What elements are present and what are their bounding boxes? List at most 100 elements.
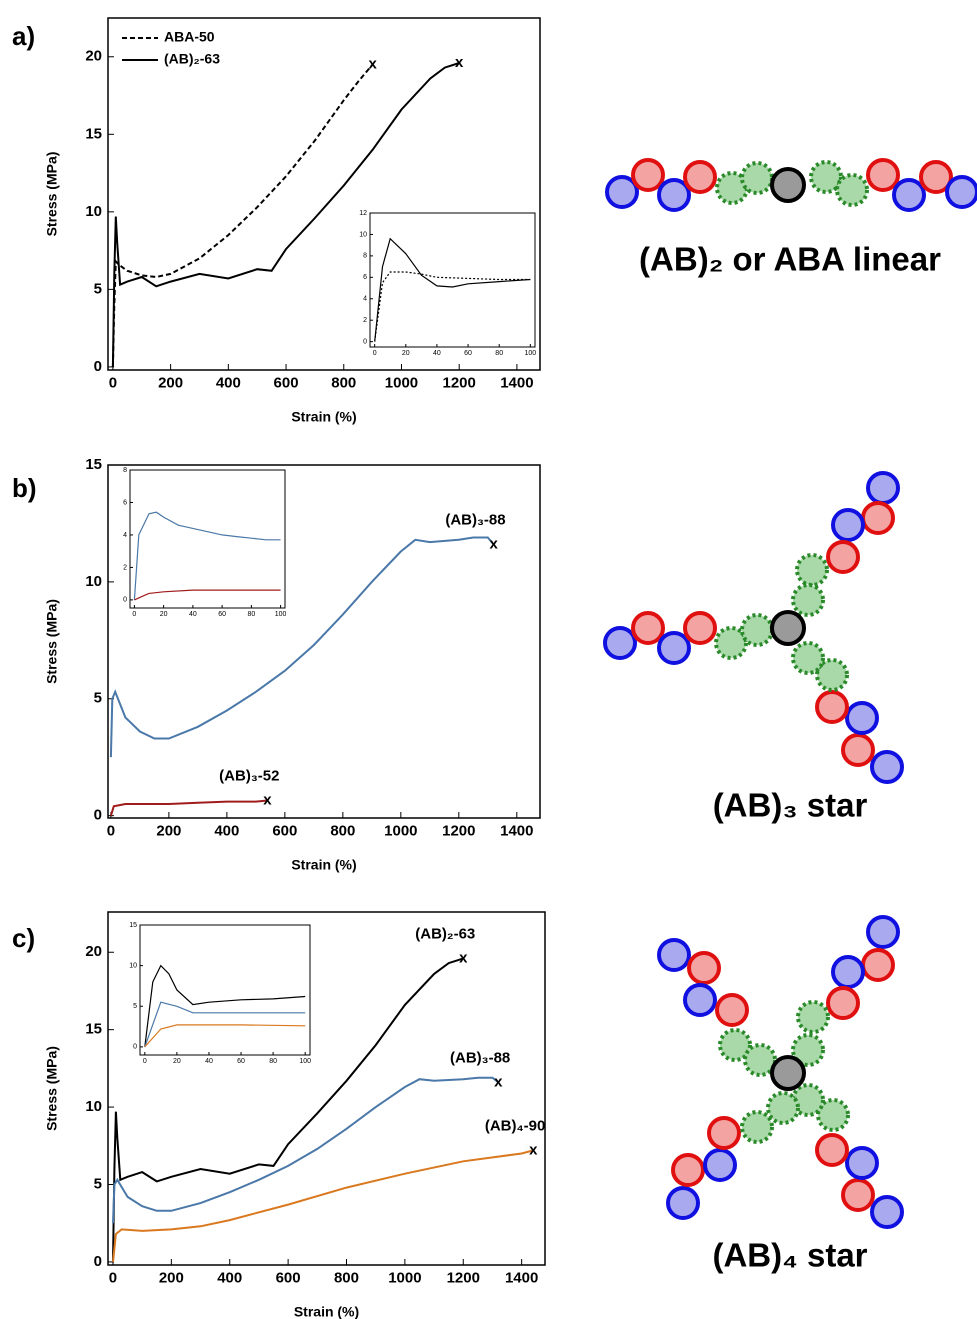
y-tick-label: 0 xyxy=(133,1044,137,1051)
block-bead xyxy=(740,1110,774,1144)
y-tick-label: 20 xyxy=(85,943,102,960)
block-bead xyxy=(815,690,849,724)
y-tick-label: 15 xyxy=(85,1021,102,1038)
block-bead xyxy=(666,1186,700,1220)
panel-label: b) xyxy=(12,473,37,503)
y-tick-label: 20 xyxy=(85,48,102,65)
y-tick-label: 5 xyxy=(94,690,102,707)
x-tick-label: 1400 xyxy=(500,374,533,391)
x-axis-label: Strain (%) xyxy=(291,857,356,873)
x-tick-label: 60 xyxy=(464,350,472,357)
block-bead xyxy=(816,1098,850,1132)
x-tick-label: 1400 xyxy=(505,1269,538,1286)
x-tick-label: 60 xyxy=(218,611,226,618)
block-bead xyxy=(866,915,900,949)
y-tick-label: 12 xyxy=(359,210,367,217)
legend-label: (AB)₂-63 xyxy=(164,51,220,67)
panel-label: a) xyxy=(12,21,35,51)
block-bead xyxy=(770,610,806,646)
block-bead xyxy=(631,611,665,645)
block-bead xyxy=(770,167,806,203)
y-tick-label: 10 xyxy=(85,573,102,590)
y-tick-label: 6 xyxy=(363,274,367,281)
series-line xyxy=(112,957,464,1262)
series-annotation: (AB)₂-63 xyxy=(415,925,475,942)
x-tick-label: 200 xyxy=(156,822,181,839)
y-tick-label: 0 xyxy=(94,1253,102,1270)
block-bead xyxy=(826,986,860,1020)
block-bead xyxy=(831,955,865,989)
x-tick-label: 20 xyxy=(160,611,168,618)
series-line xyxy=(109,799,268,816)
series-line xyxy=(134,589,281,601)
panel-label: c) xyxy=(12,923,35,953)
x-tick-label: 600 xyxy=(272,822,297,839)
y-tick-label: 10 xyxy=(85,203,102,220)
y-tick-label: 4 xyxy=(363,296,367,303)
block-bead xyxy=(740,613,774,647)
x-tick-label: 1200 xyxy=(443,374,476,391)
x-tick-label: 40 xyxy=(189,611,197,618)
x-tick-label: 0 xyxy=(109,1269,117,1286)
block-bead xyxy=(714,626,748,660)
x-tick-label: 40 xyxy=(205,1058,213,1065)
x-tick-label: 400 xyxy=(216,374,241,391)
y-axis-label: Stress (MPa) xyxy=(44,152,60,237)
x-tick-label: 100 xyxy=(524,350,536,357)
x-tick-label: 800 xyxy=(331,374,356,391)
y-tick-label: 10 xyxy=(359,231,367,238)
end-marker: x xyxy=(455,54,464,71)
block-bead xyxy=(791,583,825,617)
block-bead xyxy=(870,750,904,784)
series-line xyxy=(133,511,281,600)
series-line xyxy=(112,1076,499,1224)
block-bead xyxy=(945,175,977,209)
block-bead xyxy=(870,1195,904,1229)
plot-frame xyxy=(369,212,536,348)
block-bead xyxy=(703,1148,737,1182)
x-tick-label: 0 xyxy=(107,822,115,839)
block-bead xyxy=(791,641,825,675)
block-bead xyxy=(740,161,774,195)
y-tick-label: 0 xyxy=(94,358,102,375)
x-tick-label: 80 xyxy=(495,350,503,357)
block-bead xyxy=(835,173,869,207)
end-marker: x xyxy=(489,535,498,552)
block-bead xyxy=(809,160,843,194)
x-tick-label: 800 xyxy=(334,1269,359,1286)
series-annotation: (AB)₃-52 xyxy=(219,767,279,784)
block-bead xyxy=(683,611,717,645)
y-tick-label: 5 xyxy=(94,280,102,297)
block-bead xyxy=(657,938,691,972)
y-tick-label: 15 xyxy=(129,922,137,929)
x-tick-label: 200 xyxy=(159,1269,184,1286)
series-annotation: (AB)₄-90 xyxy=(485,1117,545,1134)
block-bead xyxy=(866,471,900,505)
y-tick-label: 15 xyxy=(85,456,102,473)
y-tick-label: 10 xyxy=(85,1098,102,1115)
x-tick-label: 1200 xyxy=(447,1269,480,1286)
y-tick-label: 5 xyxy=(94,1175,102,1192)
block-bead xyxy=(791,1083,825,1117)
block-bead xyxy=(861,948,895,982)
x-tick-label: 100 xyxy=(275,611,287,618)
x-tick-label: 0 xyxy=(143,1058,147,1065)
y-tick-label: 0 xyxy=(123,597,127,604)
end-marker: x xyxy=(368,55,377,72)
block-bead xyxy=(815,1133,849,1167)
series-line xyxy=(111,62,460,367)
x-tick-label: 400 xyxy=(214,822,239,839)
y-tick-label: 6 xyxy=(123,499,127,506)
series-line xyxy=(144,1001,306,1048)
block-bead xyxy=(815,658,849,692)
y-axis-label: Stress (MPa) xyxy=(44,1046,60,1131)
block-bead xyxy=(605,175,639,209)
x-tick-label: 400 xyxy=(217,1269,242,1286)
x-tick-label: 40 xyxy=(433,350,441,357)
series-line xyxy=(374,237,531,342)
block-bead xyxy=(766,1091,800,1125)
block-bead xyxy=(919,160,953,194)
series-line xyxy=(144,1024,306,1048)
y-axis-label: Stress (MPa) xyxy=(44,599,60,684)
end-marker: x xyxy=(529,1141,538,1158)
